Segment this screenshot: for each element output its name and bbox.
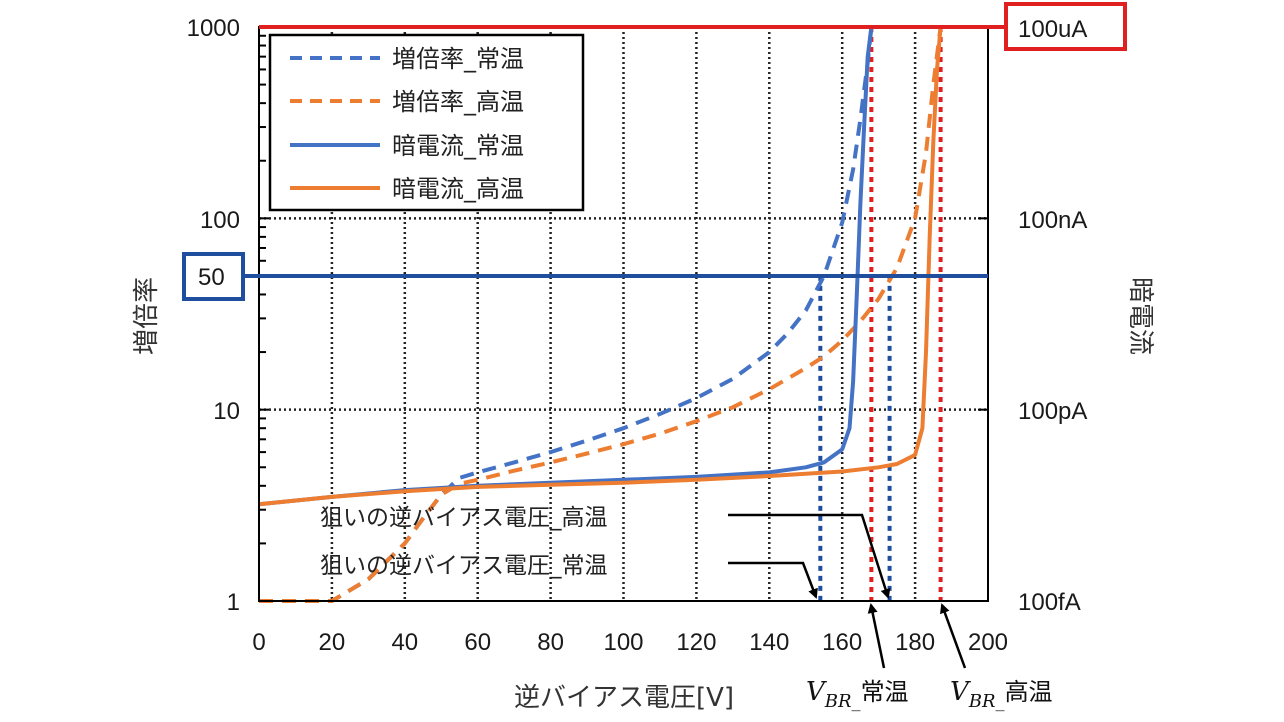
x-tick-label: 160 [822,629,862,656]
legend-label-gain-high: 増倍率_高温 [392,88,524,116]
x-tick-label: 80 [537,629,564,656]
annotations: 狙いの逆バイアス電圧_高温 狙いの逆バイアス電圧_常温 VBR_常温 VBR_高… [320,505,1053,712]
y-tick-1: 1 [227,589,240,616]
y2-axis-title: 暗電流 [1125,277,1155,355]
anno-target-normal: 狙いの逆バイアス電圧_常温 [320,553,608,579]
x-tick-label: 180 [895,629,935,656]
x-tick-label: 120 [676,629,716,656]
minor-ticks [259,26,988,602]
vbr-high-label: VBR_高温 [950,677,1053,712]
arrow-vbr-high [940,603,967,669]
legend-label-dark-high: 暗電流_高温 [392,175,524,203]
reference-lines [818,27,943,601]
series-line [259,26,943,603]
gain-50-box [182,252,245,301]
y2-tick-100fA: 100fA [1018,589,1081,616]
series-curves [258,26,943,603]
y2-tick-100uA: 100uA [1018,16,1087,43]
legend-label-dark-normal: 暗電流_常温 [392,132,524,160]
legend: 増倍率_常温 増倍率_高温 暗電流_常温 暗電流_高温 [268,33,585,212]
y-tick-100: 100 [200,207,240,234]
x-tick-label: 100 [603,629,643,656]
x-tick-label: 0 [252,629,265,656]
x-tick-label: 60 [464,629,491,656]
x-tick-label: 40 [391,629,418,656]
y-axis-title: 増倍率 [132,277,162,355]
gain-50-label: 50 [198,264,225,291]
y2-tick-100pA: 100pA [1018,398,1087,425]
x-tick-label: 200 [968,629,1008,656]
x-tick-labels: 0 20 40 60 80 100 120 140 160 180 200 [252,629,1008,656]
y2-tick-100nA: 100nA [1018,207,1087,234]
x-tick-label: 140 [749,629,789,656]
arrow-target-normal [728,561,818,599]
series-line [258,26,943,507]
legend-label-gain-normal: 増倍率_常温 [392,45,524,73]
vbr-normal-label: VBR_常温 [806,677,909,712]
y-tick-1000: 1000 [187,15,240,42]
y-tick-10: 10 [213,398,240,425]
limit-box-100uA [1004,2,1127,51]
anno-target-high: 狙いの逆バイアス電圧_高温 [320,505,608,531]
arrow-target-high [728,513,891,599]
arrow-vbr-normal [867,603,886,669]
x-tick-label: 20 [319,629,346,656]
x-axis-title: 逆バイアス電圧[V] [514,683,734,713]
